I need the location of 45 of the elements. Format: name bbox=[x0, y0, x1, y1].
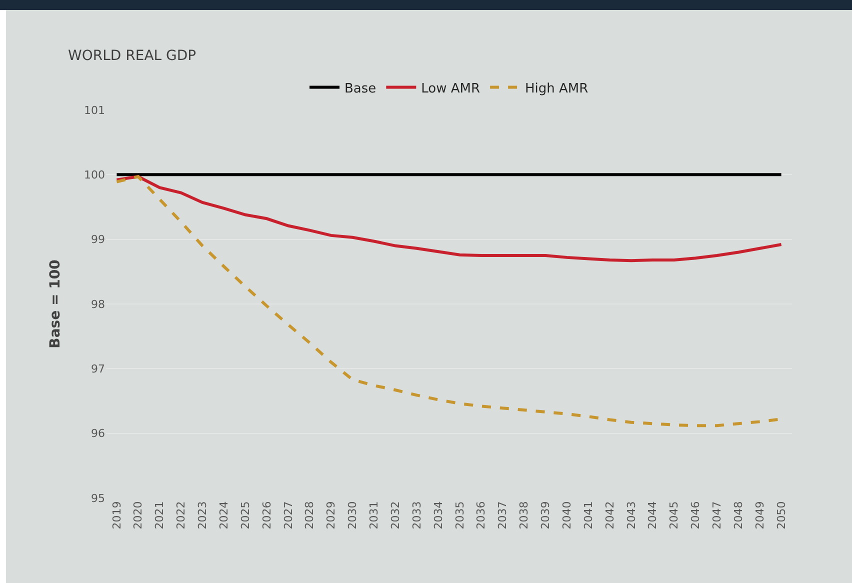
x-tick-label: 2042 bbox=[603, 501, 616, 530]
x-tick-label: 2039 bbox=[539, 501, 552, 530]
x-tick-label: 2034 bbox=[432, 501, 445, 530]
x-tick-label: 2020 bbox=[132, 501, 145, 530]
x-tick-label: 2049 bbox=[753, 501, 766, 530]
line-series bbox=[115, 175, 783, 262]
y-tick-label: 95 bbox=[91, 492, 105, 505]
x-tick-label: 2043 bbox=[624, 501, 638, 530]
y-tick-label: 96 bbox=[91, 427, 105, 440]
x-tick-label: 2025 bbox=[238, 501, 252, 530]
x-tick-label: 2030 bbox=[346, 501, 360, 530]
x-tick-label: 2041 bbox=[582, 501, 595, 530]
y-tick-label: 101 bbox=[84, 104, 105, 117]
x-tick-label: 2050 bbox=[774, 501, 788, 530]
y-tick-label: 100 bbox=[84, 168, 105, 182]
x-tick-label: 2026 bbox=[260, 501, 274, 530]
y-tick-label: 98 bbox=[91, 298, 105, 311]
x-tick-label: 2036 bbox=[474, 501, 488, 530]
x-tick-label: 2038 bbox=[518, 501, 531, 530]
chart-title: WORLD REAL GDP bbox=[68, 48, 196, 64]
x-tick-label: 2045 bbox=[668, 501, 681, 530]
x-tick-label: 2035 bbox=[453, 501, 466, 530]
x-tick-label: 2029 bbox=[324, 501, 338, 530]
x-tick-label: 2033 bbox=[410, 501, 424, 530]
x-tick-label: 2019 bbox=[110, 501, 124, 530]
x-tick-label: 2022 bbox=[174, 501, 188, 530]
x-tick-label: 2021 bbox=[153, 501, 166, 530]
y-axis-title: Base = 100 bbox=[48, 259, 64, 348]
x-tick-label: 2027 bbox=[282, 501, 295, 530]
x-tick-label: 2024 bbox=[217, 501, 230, 530]
y-tick-label: 99 bbox=[91, 233, 105, 246]
x-tick-label: 2023 bbox=[196, 501, 210, 530]
y-tick-label: 97 bbox=[91, 362, 105, 376]
x-tick-label: 2048 bbox=[732, 501, 745, 530]
x-tick-label: 2028 bbox=[303, 501, 316, 530]
legend-label: Low AMR bbox=[421, 81, 480, 96]
x-tick-label: 2032 bbox=[388, 501, 402, 530]
x-tick-label: 2031 bbox=[368, 501, 381, 530]
legend-label: High AMR bbox=[525, 81, 588, 96]
legend-label: Base bbox=[344, 81, 376, 96]
x-tick-label: 2044 bbox=[646, 501, 660, 530]
x-tick-label: 2047 bbox=[710, 501, 724, 530]
x-tick-label: 2040 bbox=[560, 501, 574, 530]
x-tick-label: 2037 bbox=[496, 501, 510, 530]
x-tick-label: 2046 bbox=[689, 501, 702, 530]
